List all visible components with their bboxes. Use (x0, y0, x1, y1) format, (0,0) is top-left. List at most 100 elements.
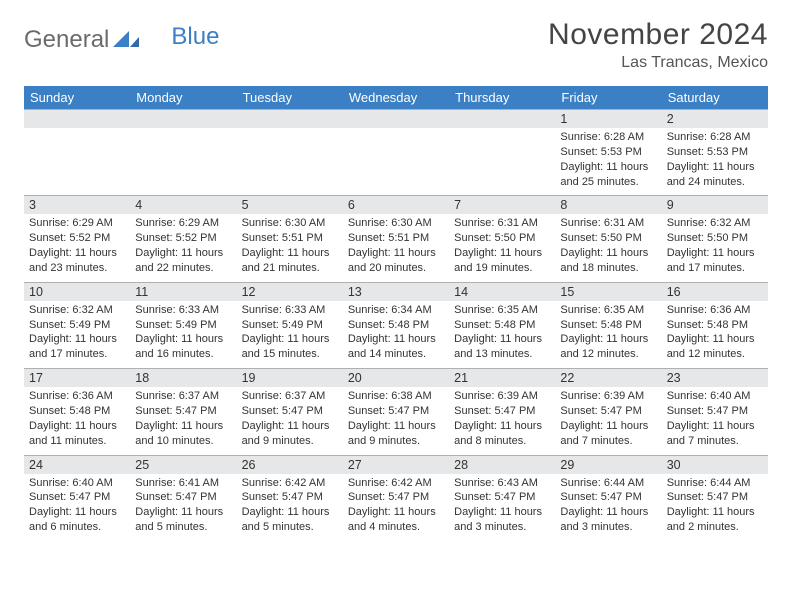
day-number: 30 (667, 458, 681, 472)
sunrise-line: Sunrise: 6:44 AM (560, 476, 656, 491)
day-number-cell (237, 110, 343, 129)
day-number-cell (24, 110, 130, 129)
sunrise-line: Sunrise: 6:41 AM (135, 476, 231, 491)
day-number: 3 (29, 198, 36, 212)
day-number-cell: 11 (130, 282, 236, 301)
daylight-line: Daylight: 11 hours and 4 minutes. (348, 505, 444, 535)
sunset-line: Sunset: 5:50 PM (560, 231, 656, 246)
day-header: Thursday (449, 86, 555, 110)
day-number: 6 (348, 198, 355, 212)
week-number-row: 12 (24, 110, 768, 129)
sunset-line: Sunset: 5:49 PM (242, 318, 338, 333)
sunset-line: Sunset: 5:51 PM (348, 231, 444, 246)
day-detail-cell: Sunrise: 6:35 AMSunset: 5:48 PMDaylight:… (449, 301, 555, 369)
logo-sail-icon (113, 29, 139, 52)
sunset-line: Sunset: 5:47 PM (560, 490, 656, 505)
sunset-line: Sunset: 5:47 PM (667, 490, 763, 505)
sunrise-line: Sunrise: 6:43 AM (454, 476, 550, 491)
daylight-line: Daylight: 11 hours and 25 minutes. (560, 160, 656, 190)
sunrise-line: Sunrise: 6:35 AM (560, 303, 656, 318)
calendar-table: SundayMondayTuesdayWednesdayThursdayFrid… (24, 86, 768, 541)
daylight-line: Daylight: 11 hours and 11 minutes. (29, 419, 125, 449)
page: General Blue November 2024 Las Trancas, … (0, 0, 792, 551)
day-detail-cell (343, 128, 449, 196)
day-number-cell: 19 (237, 369, 343, 388)
sunrise-line: Sunrise: 6:37 AM (242, 389, 338, 404)
day-header: Monday (130, 86, 236, 110)
day-detail-cell: Sunrise: 6:28 AMSunset: 5:53 PMDaylight:… (555, 128, 661, 196)
day-number-cell: 7 (449, 196, 555, 215)
day-number: 4 (135, 198, 142, 212)
day-detail-cell (449, 128, 555, 196)
day-number-cell: 25 (130, 455, 236, 474)
sunrise-line: Sunrise: 6:34 AM (348, 303, 444, 318)
day-detail-cell: Sunrise: 6:39 AMSunset: 5:47 PMDaylight:… (555, 387, 661, 455)
sunset-line: Sunset: 5:47 PM (348, 490, 444, 505)
daylight-line: Daylight: 11 hours and 8 minutes. (454, 419, 550, 449)
day-detail-cell: Sunrise: 6:32 AMSunset: 5:49 PMDaylight:… (24, 301, 130, 369)
day-number-cell: 2 (662, 110, 768, 129)
day-number: 8 (560, 198, 567, 212)
day-detail-cell: Sunrise: 6:32 AMSunset: 5:50 PMDaylight:… (662, 214, 768, 282)
day-number-cell: 21 (449, 369, 555, 388)
daylight-line: Daylight: 11 hours and 12 minutes. (667, 332, 763, 362)
day-header: Tuesday (237, 86, 343, 110)
week-detail-row: Sunrise: 6:29 AMSunset: 5:52 PMDaylight:… (24, 214, 768, 282)
day-number: 1 (560, 112, 567, 126)
day-detail-cell: Sunrise: 6:41 AMSunset: 5:47 PMDaylight:… (130, 474, 236, 541)
sunrise-line: Sunrise: 6:39 AM (454, 389, 550, 404)
page-title: November 2024 (548, 18, 768, 52)
sunset-line: Sunset: 5:47 PM (242, 404, 338, 419)
day-number: 11 (135, 285, 148, 299)
sunrise-line: Sunrise: 6:31 AM (560, 216, 656, 231)
daylight-line: Daylight: 11 hours and 9 minutes. (348, 419, 444, 449)
header: General Blue November 2024 Las Trancas, … (24, 18, 768, 72)
day-number-cell: 26 (237, 455, 343, 474)
day-number-cell: 1 (555, 110, 661, 129)
day-detail-cell (237, 128, 343, 196)
logo-text-blue: Blue (171, 23, 219, 51)
day-detail-cell: Sunrise: 6:44 AMSunset: 5:47 PMDaylight:… (555, 474, 661, 541)
daylight-line: Daylight: 11 hours and 16 minutes. (135, 332, 231, 362)
sunset-line: Sunset: 5:50 PM (454, 231, 550, 246)
sunset-line: Sunset: 5:53 PM (667, 145, 763, 160)
daylight-line: Daylight: 11 hours and 7 minutes. (560, 419, 656, 449)
sunset-line: Sunset: 5:49 PM (29, 318, 125, 333)
sunset-line: Sunset: 5:47 PM (348, 404, 444, 419)
day-detail-cell: Sunrise: 6:30 AMSunset: 5:51 PMDaylight:… (343, 214, 449, 282)
day-number-cell: 12 (237, 282, 343, 301)
sunrise-line: Sunrise: 6:42 AM (242, 476, 338, 491)
day-number-cell: 6 (343, 196, 449, 215)
title-block: November 2024 Las Trancas, Mexico (548, 18, 768, 72)
day-number-cell: 27 (343, 455, 449, 474)
sunset-line: Sunset: 5:47 PM (454, 490, 550, 505)
sunset-line: Sunset: 5:47 PM (135, 490, 231, 505)
sunrise-line: Sunrise: 6:33 AM (242, 303, 338, 318)
day-number: 20 (348, 371, 362, 385)
day-detail-cell: Sunrise: 6:35 AMSunset: 5:48 PMDaylight:… (555, 301, 661, 369)
day-detail-cell: Sunrise: 6:37 AMSunset: 5:47 PMDaylight:… (130, 387, 236, 455)
sunrise-line: Sunrise: 6:29 AM (29, 216, 125, 231)
daylight-line: Daylight: 11 hours and 13 minutes. (454, 332, 550, 362)
daylight-line: Daylight: 11 hours and 10 minutes. (135, 419, 231, 449)
sunset-line: Sunset: 5:48 PM (667, 318, 763, 333)
day-header: Wednesday (343, 86, 449, 110)
sunrise-line: Sunrise: 6:37 AM (135, 389, 231, 404)
day-number-cell: 24 (24, 455, 130, 474)
sunset-line: Sunset: 5:48 PM (348, 318, 444, 333)
day-number-cell: 5 (237, 196, 343, 215)
day-detail-cell: Sunrise: 6:34 AMSunset: 5:48 PMDaylight:… (343, 301, 449, 369)
day-number-cell: 3 (24, 196, 130, 215)
day-number: 17 (29, 371, 43, 385)
day-number-cell: 15 (555, 282, 661, 301)
sunset-line: Sunset: 5:48 PM (560, 318, 656, 333)
day-detail-cell: Sunrise: 6:40 AMSunset: 5:47 PMDaylight:… (24, 474, 130, 541)
logo: General Blue (24, 18, 219, 54)
day-detail-cell: Sunrise: 6:28 AMSunset: 5:53 PMDaylight:… (662, 128, 768, 196)
week-number-row: 10111213141516 (24, 282, 768, 301)
day-number-cell: 22 (555, 369, 661, 388)
day-number-cell: 14 (449, 282, 555, 301)
sunrise-line: Sunrise: 6:44 AM (667, 476, 763, 491)
sunrise-line: Sunrise: 6:42 AM (348, 476, 444, 491)
day-number: 24 (29, 458, 43, 472)
